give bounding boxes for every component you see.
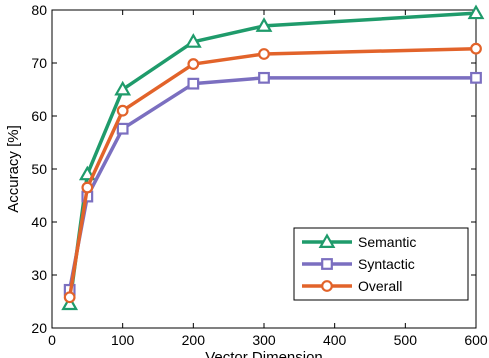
x-tick-label: 0 [48,332,56,348]
y-axis-label: Accuracy [%] [5,125,22,213]
series-overall [63,42,482,304]
y-tick-label: 60 [31,108,47,124]
data-point-semantic [255,17,273,32]
data-point-syntactic [116,122,129,135]
x-tick-label: 300 [252,332,276,348]
data-point-syntactic [187,77,200,90]
legend-marker-syntactic [321,258,333,270]
data-point-semantic [184,33,202,48]
x-tick-label: 100 [111,332,135,348]
legend: Semantic Syntactic Overall [293,227,469,301]
x-axis-label: Vector Dimension [205,349,323,358]
data-point-overall [81,181,94,194]
series-layer [61,4,485,311]
x-tick-label: 200 [182,332,206,348]
data-point-syntactic [258,71,270,84]
legend-marker-semantic [318,233,336,248]
y-tick-label: 40 [31,214,47,230]
y-tick-label: 20 [31,320,47,336]
y-tick-label: 50 [31,161,47,177]
x-tick-label: 600 [464,332,488,348]
data-point-overall [470,42,482,55]
legend-label-overall: Overall [358,278,402,294]
axis-ticks: 0 100 200 300 400 500 600 20 30 40 50 60 70 80 [31,2,487,348]
legend-marker-overall [321,280,333,292]
data-point-overall [116,104,129,117]
y-tick-label: 70 [31,55,47,71]
y-tick-label: 30 [31,267,47,283]
data-point-semantic [61,295,79,311]
x-tick-label: 500 [394,332,418,348]
data-point-syntactic [470,71,482,84]
data-point-semantic [467,4,485,20]
data-point-semantic [114,80,132,96]
legend-label-syntactic: Syntactic [358,256,415,272]
data-point-overall [187,58,200,70]
data-point-overall [63,291,76,304]
data-point-overall [258,48,270,60]
series-line-overall [67,46,477,298]
y-tick-label: 80 [31,2,47,18]
legend-label-semantic: Semantic [358,234,416,250]
x-tick-label: 400 [323,332,347,348]
